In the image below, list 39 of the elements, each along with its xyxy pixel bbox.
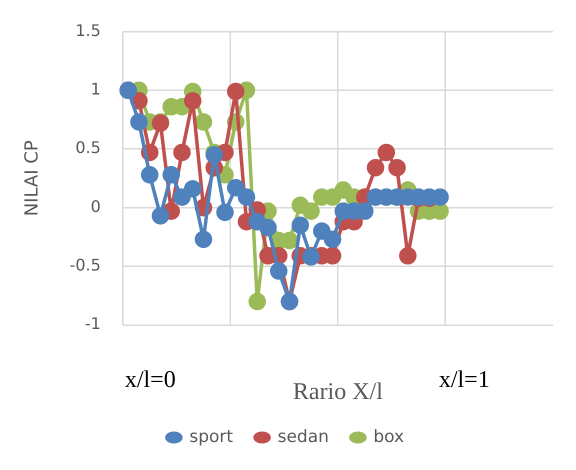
point [292, 216, 310, 234]
y-tick-label: 1 [90, 79, 101, 98]
legend-label: sport [189, 426, 234, 447]
point [130, 113, 148, 131]
point [399, 247, 417, 265]
point [173, 144, 191, 162]
point [140, 166, 158, 184]
text: x/l=0 [124, 367, 176, 393]
y-tick-label: -1 [84, 314, 101, 334]
legend-label: sedan [278, 426, 329, 447]
point [162, 166, 180, 184]
point [194, 113, 212, 131]
point [152, 207, 170, 225]
y-tick-label: -0.5 [70, 255, 101, 274]
point [388, 158, 406, 176]
point [226, 82, 244, 100]
y-axis-title: NILAI CP [21, 140, 42, 216]
point [302, 202, 320, 220]
legend-label: box [373, 426, 404, 447]
y-tick-label: 1.5 [75, 20, 101, 40]
point [238, 188, 256, 206]
point [366, 158, 384, 176]
point [270, 262, 288, 280]
y-tick-label: 0 [90, 196, 101, 216]
point [324, 230, 342, 248]
point [313, 222, 331, 240]
point [184, 92, 202, 110]
x-axis-title: Rario X/l [292, 378, 384, 405]
point [216, 204, 234, 222]
point [194, 230, 212, 248]
text: x/l=1 [438, 367, 490, 393]
point [173, 188, 191, 206]
point [378, 144, 396, 162]
point [248, 292, 266, 310]
point [259, 218, 277, 236]
point [205, 146, 223, 164]
point [184, 180, 202, 198]
y-tick-label: 0.5 [75, 138, 101, 158]
point [226, 178, 244, 196]
